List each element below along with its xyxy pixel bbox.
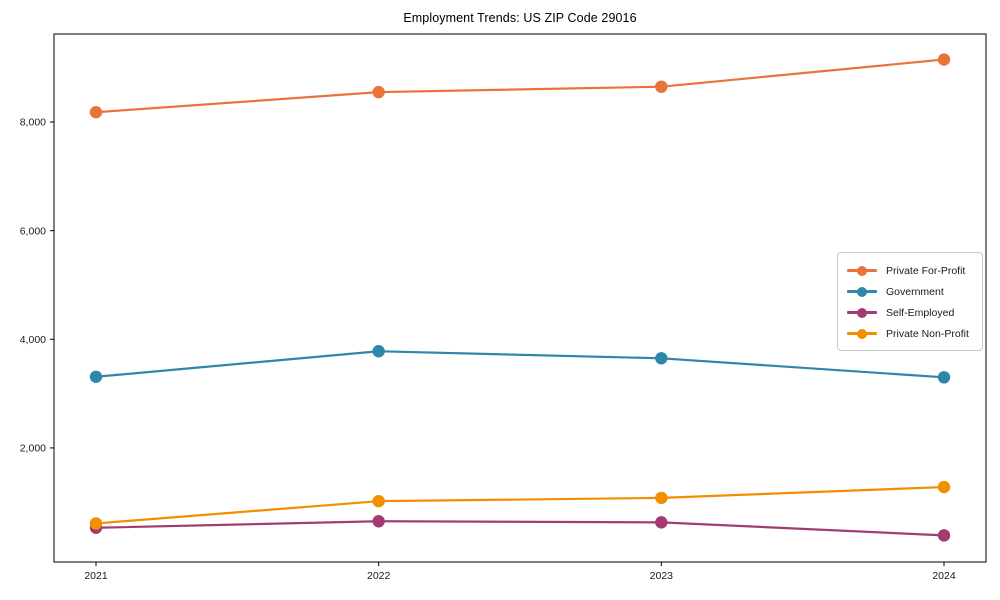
y-tick-label: 4,000 xyxy=(20,334,46,346)
y-tick-label: 2,000 xyxy=(20,443,46,455)
legend-marker-icon xyxy=(847,265,877,277)
data-point-marker xyxy=(89,517,103,530)
data-point-marker xyxy=(937,480,951,494)
series-line xyxy=(94,485,946,525)
legend-item: Government xyxy=(847,281,973,302)
legend-label: Private Non-Profit xyxy=(886,327,969,340)
legend-marker-icon xyxy=(847,307,877,319)
y-tick-label: 8,000 xyxy=(20,117,46,129)
axes-frame xyxy=(53,33,987,563)
legend-label: Private For-Profit xyxy=(886,264,966,277)
data-point-marker xyxy=(937,529,951,542)
legend-marker-icon xyxy=(847,328,877,340)
data-point-marker xyxy=(937,371,951,384)
data-point-marker xyxy=(655,352,668,365)
legend-dot-sample xyxy=(857,265,867,276)
legend-marker-icon xyxy=(847,286,877,298)
x-tick-label: 2023 xyxy=(650,570,674,582)
series-line xyxy=(94,58,946,114)
data-point-marker xyxy=(372,515,385,528)
y-tick-label: 6,000 xyxy=(20,225,46,237)
data-point-marker xyxy=(655,491,668,505)
legend-item: Self-Employed xyxy=(847,302,973,323)
data-point-marker xyxy=(372,494,385,508)
legend-dot-sample xyxy=(857,328,867,339)
data-point-marker xyxy=(655,516,668,529)
x-tick-label: 2021 xyxy=(84,570,108,582)
legend-dot-sample xyxy=(857,307,867,318)
data-point-marker xyxy=(89,106,103,119)
series-line xyxy=(94,520,946,537)
data-point-marker xyxy=(372,345,385,358)
chart-title: Employment Trends: US ZIP Code 29016 xyxy=(403,11,637,25)
data-point-marker xyxy=(655,80,668,93)
legend: Private For-Profit Government Self-Employe… xyxy=(837,252,983,351)
data-point-marker xyxy=(89,370,103,383)
data-point-marker xyxy=(937,53,951,66)
legend-item: Private For-Profit xyxy=(847,260,973,281)
legend-dot-sample xyxy=(857,286,867,297)
data-point-marker xyxy=(372,85,385,99)
series-line xyxy=(94,350,946,379)
legend-label: Self-Employed xyxy=(886,306,955,319)
x-tick-label: 2024 xyxy=(932,570,956,582)
legend-label: Government xyxy=(886,285,944,298)
legend-item: Private Non-Profit xyxy=(847,323,973,344)
x-tick-label: 2022 xyxy=(367,570,391,582)
